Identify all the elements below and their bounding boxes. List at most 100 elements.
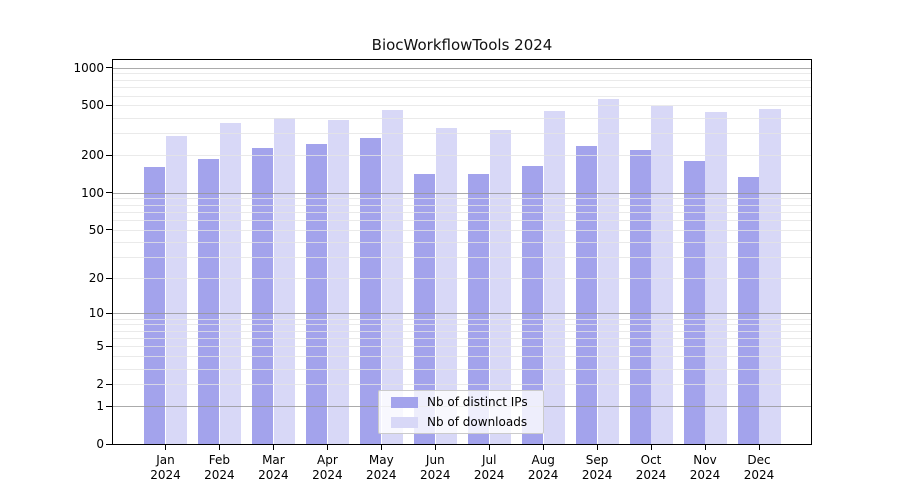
y-tick-label: 1000 [73, 60, 104, 75]
x-tick-label: Aug 2024 [511, 453, 575, 483]
y-tick-mark [106, 192, 112, 194]
legend-swatch-distinct-ips [391, 396, 418, 408]
y-tick-label: 200 [81, 148, 104, 163]
x-tick-label: Mar 2024 [241, 453, 305, 483]
legend-label: Nb of downloads [427, 415, 528, 429]
y-tick-label: 20 [88, 271, 104, 286]
gridline-minor [113, 229, 811, 231]
x-tick-mark [704, 445, 706, 450]
gridline-minor [113, 318, 811, 320]
x-tick-label: May 2024 [349, 453, 413, 483]
bar-downloads [435, 128, 458, 444]
gridline-minor [113, 87, 811, 89]
gridline-minor [113, 73, 811, 75]
x-tick-label: Jun 2024 [403, 453, 467, 483]
gridline-minor [113, 204, 811, 206]
bar-downloads [543, 110, 565, 444]
x-tick-label-month: Oct [640, 453, 662, 467]
bar-downloads [489, 129, 511, 444]
x-tick-label-year: 2024 [689, 468, 721, 482]
legend-label: Nb of distinct IPs [427, 395, 528, 409]
y-tick-mark [106, 345, 112, 347]
x-tick-mark [380, 445, 382, 450]
x-tick-label-year: 2024 [150, 468, 181, 482]
y-tick-mark [106, 405, 112, 407]
x-tick-mark [596, 445, 598, 450]
x-tick-label: Jan 2024 [134, 453, 198, 483]
legend-swatch-downloads [391, 416, 418, 428]
x-tick-mark [165, 445, 166, 450]
y-tick-label: 500 [81, 98, 104, 113]
gridline-minor [113, 198, 811, 200]
x-tick-label-year: 2024 [420, 468, 451, 482]
y-tick-label: 5 [96, 339, 104, 354]
x-tick-mark [272, 445, 274, 450]
gridline-minor [113, 324, 811, 326]
gridline-minor [113, 257, 811, 258]
y-tick-mark [106, 383, 112, 385]
gridline-minor [113, 330, 811, 332]
y-tick-mark [106, 443, 112, 445]
bar-downloads [597, 99, 619, 444]
bar-distinct-ips [629, 149, 652, 444]
bar-distinct-ips [305, 144, 328, 444]
x-tick-label-year: 2024 [743, 468, 775, 482]
plot-area [112, 59, 812, 445]
x-tick-label-year: 2024 [366, 468, 397, 482]
y-tick-label: 1 [96, 399, 104, 414]
x-tick-label-year: 2024 [527, 468, 559, 482]
gridline-minor [113, 155, 811, 157]
x-tick-label-month: Nov [693, 453, 717, 467]
gridline-minor [113, 338, 811, 339]
bar-distinct-ips [198, 159, 220, 444]
x-tick-label: Feb 2024 [187, 453, 251, 483]
x-tick-mark [434, 445, 436, 450]
x-tick-label-month: Jul [481, 453, 497, 467]
bar-distinct-ips [683, 160, 705, 444]
bar-downloads [759, 108, 781, 444]
y-tick-mark [106, 154, 112, 156]
x-tick-mark [326, 445, 328, 450]
x-tick-label: Oct 2024 [619, 453, 683, 483]
x-tick-label: Apr 2024 [295, 453, 359, 483]
legend-entry-downloads: Nb of downloads [391, 415, 543, 429]
x-tick-label-month: Feb [208, 453, 231, 467]
gridline-minor [113, 220, 811, 222]
bar-downloads [651, 106, 673, 444]
x-tick-label-year: 2024 [204, 468, 235, 482]
bar-downloads [273, 118, 296, 444]
x-tick-label-month: Jun [425, 453, 445, 467]
x-tick-label: Sep 2024 [565, 453, 629, 483]
gridline-minor [113, 346, 811, 348]
x-tick-mark [218, 445, 220, 450]
y-tick-label: 50 [88, 222, 104, 237]
bar-downloads [327, 119, 350, 444]
x-tick-label-year: 2024 [581, 468, 613, 482]
y-tick-mark [106, 104, 112, 106]
y-tick-mark [106, 312, 112, 314]
bar-distinct-ips [252, 147, 274, 444]
x-tick-label: Nov 2024 [673, 453, 737, 483]
x-tick-mark [488, 445, 490, 450]
x-tick-label-year: 2024 [635, 468, 667, 482]
bar-downloads [219, 122, 242, 444]
x-tick-label-year: 2024 [258, 468, 289, 482]
chart-title: BiocWorkflowTools 2024 [371, 36, 553, 54]
x-tick-label-year: 2024 [312, 468, 343, 482]
x-tick-label-month: Jan [156, 453, 175, 467]
y-tick-mark [106, 67, 112, 69]
x-tick-label-month: Mar [262, 453, 285, 467]
x-tick-label-month: Dec [747, 453, 771, 467]
x-tick-label-month: Aug [531, 453, 555, 467]
bar-distinct-ips [521, 165, 544, 444]
gridline-minor [113, 79, 811, 81]
x-tick-label-month: Sep [585, 453, 609, 467]
gridline-major [113, 67, 811, 69]
bar-distinct-ips [575, 146, 598, 444]
x-tick-label-month: May [368, 453, 394, 467]
y-tick-mark [106, 277, 112, 279]
legend: Nb of distinct IPs Nb of downloads [378, 390, 544, 434]
x-tick-label-month: Apr [317, 453, 338, 467]
x-tick-mark [758, 445, 760, 450]
